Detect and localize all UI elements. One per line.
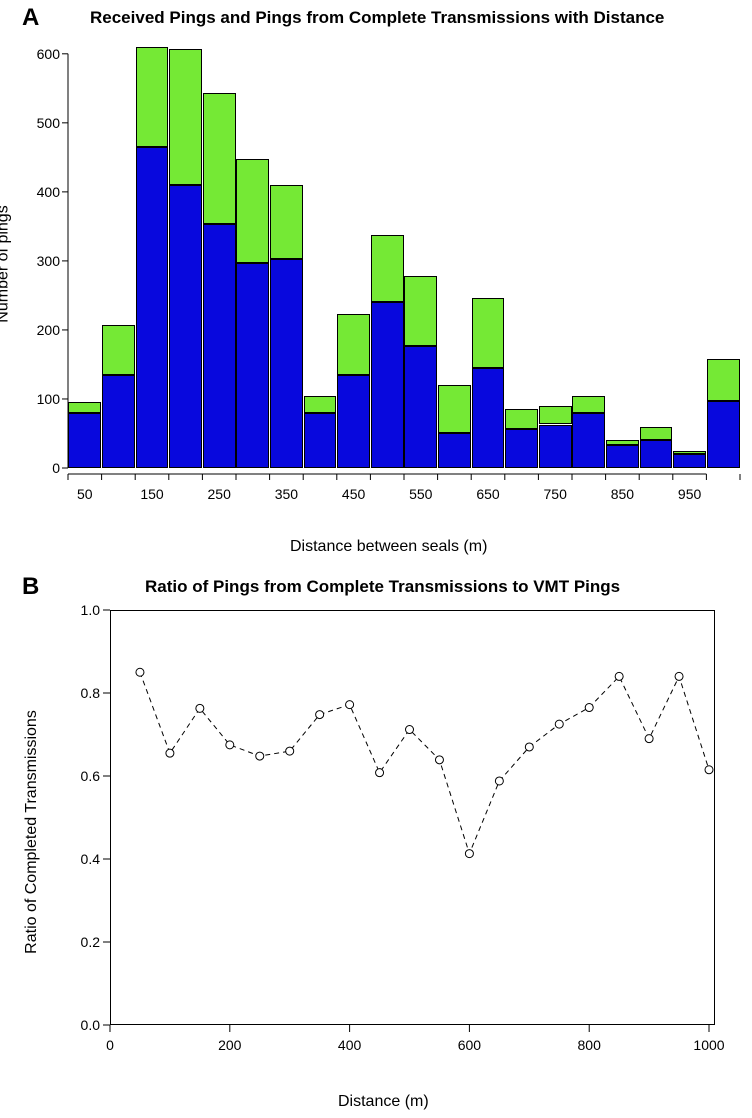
- ytick-label: 400: [22, 184, 60, 200]
- ytick-label: 100: [22, 391, 60, 407]
- ytick-label: 300: [22, 253, 60, 269]
- xtick-label: 400: [325, 1037, 375, 1053]
- ytick-label: 200: [22, 322, 60, 338]
- panel-a-axes: [0, 0, 752, 560]
- ytick-label: 0.6: [66, 768, 100, 784]
- xtick-label: 850: [598, 486, 646, 502]
- ytick-label: 0.8: [66, 685, 100, 701]
- xtick-label: 600: [444, 1037, 494, 1053]
- panel-b: B Ratio of Pings from Complete Transmiss…: [0, 565, 752, 1118]
- ytick-label: 0.0: [66, 1017, 100, 1033]
- xtick-label: 750: [531, 486, 579, 502]
- xtick-label: 650: [464, 486, 512, 502]
- xtick-label: 50: [61, 486, 109, 502]
- ytick-label: 500: [22, 115, 60, 131]
- xtick-label: 200: [205, 1037, 255, 1053]
- ytick-label: 600: [22, 46, 60, 62]
- xtick-label: 150: [128, 486, 176, 502]
- ytick-label: 0.4: [66, 851, 100, 867]
- panel-b-axes: [0, 565, 752, 1118]
- xtick-label: 800: [564, 1037, 614, 1053]
- panel-a: A Received Pings and Pings from Complete…: [0, 0, 752, 560]
- ytick-label: 0.2: [66, 934, 100, 950]
- xtick-label: 0: [85, 1037, 135, 1053]
- ytick-label: 1.0: [66, 602, 100, 618]
- xtick-label: 950: [666, 486, 714, 502]
- xtick-label: 550: [397, 486, 445, 502]
- xtick-label: 250: [195, 486, 243, 502]
- xtick-label: 450: [330, 486, 378, 502]
- xtick-label: 350: [262, 486, 310, 502]
- xtick-label: 1000: [684, 1037, 734, 1053]
- ytick-label: 0: [22, 460, 60, 476]
